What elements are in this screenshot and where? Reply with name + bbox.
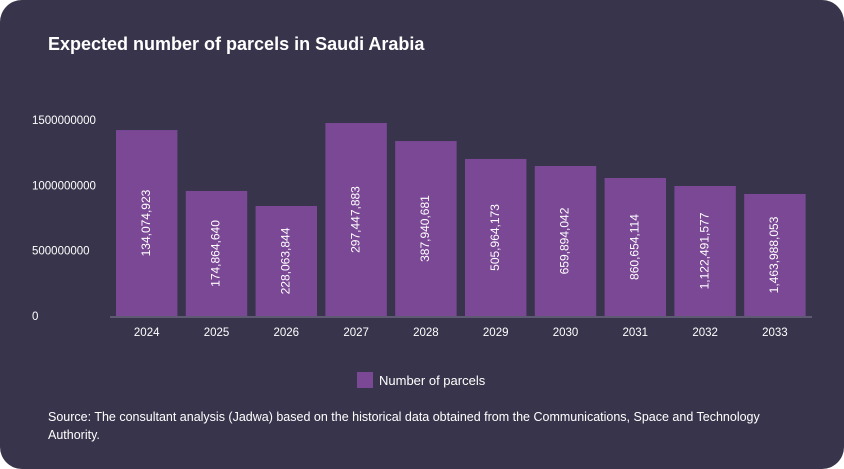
data-label: 1,463,988,053 [767, 216, 781, 293]
data-label: 659,894,042 [558, 207, 572, 274]
x-tick-label: 2024 [134, 327, 160, 339]
source-note: Source: The consultant analysis (Jadwa) … [48, 410, 760, 442]
x-tick-label: 2031 [623, 327, 649, 339]
bar [534, 165, 597, 316]
bar [395, 141, 457, 316]
x-tick-label: 2025 [204, 327, 230, 339]
y-tick-label: 0 [32, 311, 38, 323]
data-label: 387,940,681 [418, 195, 432, 262]
data-label: 297,447,883 [348, 186, 362, 253]
y-tick-label: 1500000000 [32, 115, 96, 127]
y-tick-label: 1000000000 [32, 180, 96, 192]
x-tick-label: 2027 [343, 327, 369, 339]
data-label: 174,864,640 [209, 220, 223, 287]
x-tick-label: 2028 [413, 327, 439, 339]
bar [674, 185, 736, 316]
data-label: 228,063,844 [278, 227, 292, 294]
bar [325, 123, 387, 316]
legend-label: Number of parcels [379, 372, 486, 388]
data-label: 860,654,114 [627, 214, 641, 280]
bar [255, 205, 318, 316]
x-tick-label: 2029 [483, 327, 509, 339]
x-tick-label: 2030 [553, 327, 579, 339]
x-tick-label: 2033 [762, 327, 788, 339]
y-tick-label: 500000000 [32, 246, 90, 258]
x-tick-label: 2026 [274, 327, 300, 339]
bar [744, 193, 806, 316]
data-label: 1,122,491,577 [697, 212, 711, 289]
bar [116, 130, 178, 316]
legend-swatch [357, 372, 373, 388]
bar [604, 178, 667, 316]
legend: Number of parcels [357, 372, 485, 388]
data-label: 505,964,173 [488, 204, 502, 271]
data-label: 134,074,923 [139, 189, 153, 256]
bar [465, 158, 527, 316]
bar [185, 190, 248, 316]
chart-title: Expected number of parcels in Saudi Arab… [48, 34, 425, 54]
x-tick-label: 2032 [692, 327, 718, 339]
